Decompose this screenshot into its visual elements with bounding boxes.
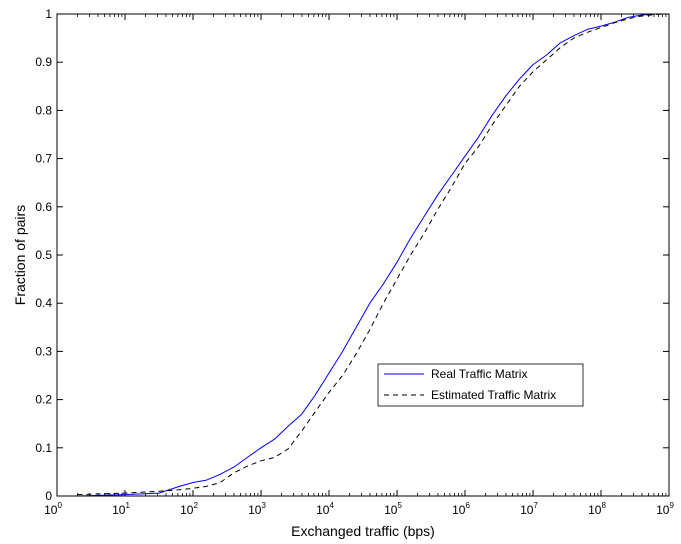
series-real-line [77, 13, 669, 497]
y-tick-label: 0 [45, 489, 52, 503]
series-lines [77, 13, 670, 497]
y-tick-label: 0.2 [35, 393, 52, 407]
y-tick-label: 0.9 [35, 55, 52, 69]
y-tick-label: 0.3 [35, 344, 52, 358]
y-tick-label: 1 [45, 7, 52, 21]
x-tick-label: 102 [180, 501, 198, 517]
x-tick-label: 103 [248, 501, 266, 517]
x-tick-label: 108 [588, 501, 606, 517]
y-tick-label: 0.5 [35, 248, 52, 262]
legend-label-real: Real Traffic Matrix [431, 367, 527, 381]
plot-area [57, 14, 669, 496]
y-tick-labels: 0 0.1 0.2 0.3 0.4 0.5 0.6 0.7 0.8 0.9 1 [35, 7, 52, 503]
x-tick-label: 104 [316, 501, 334, 517]
x-tick-label: 107 [520, 501, 538, 517]
x-tick-label: 109 [656, 501, 674, 517]
plot-frame [56, 13, 670, 497]
x-tick-label: 100 [44, 501, 62, 517]
legend-label-estimated: Estimated Traffic Matrix [431, 388, 556, 402]
y-tick-label: 0.8 [35, 103, 52, 117]
x-tick-label: 101 [112, 501, 130, 517]
legend-box [377, 363, 584, 407]
legend: Real Traffic Matrix Estimated Traffic Ma… [377, 363, 584, 407]
y-tick-label: 0.4 [35, 296, 52, 310]
x-tick-labels: 100 101 102 103 104 105 106 107 108 109 [44, 501, 674, 517]
x-axis-title: Exchanged traffic (bps) [291, 523, 435, 539]
x-tick-label: 106 [452, 501, 470, 517]
x-tick-label: 105 [384, 501, 402, 517]
y-tick-label: 0.7 [35, 152, 52, 166]
y-tick-label: 0.1 [35, 441, 52, 455]
series-estimated-line [77, 13, 670, 496]
y-axis-title: Fraction of pairs [12, 205, 28, 305]
y-tick-label: 0.6 [35, 200, 52, 214]
